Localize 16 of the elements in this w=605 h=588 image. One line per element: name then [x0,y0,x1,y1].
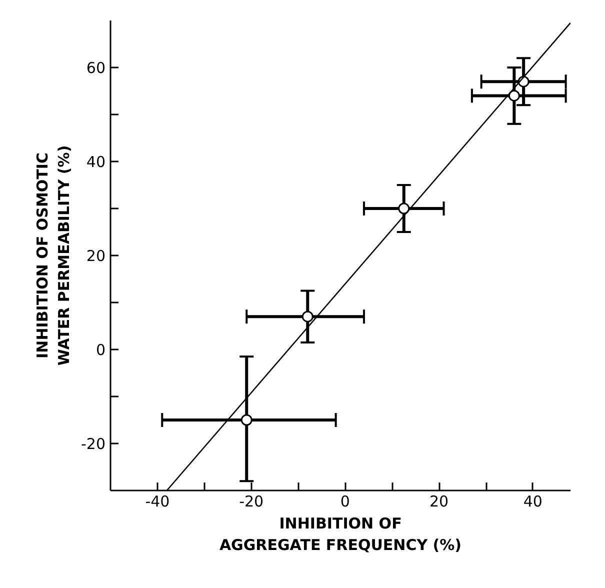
point [398,202,410,214]
y-tick-label: 0 [96,341,106,359]
y-tick-label: -20 [81,435,106,453]
y-tick-label: 60 [86,59,106,77]
x-axis-title: INHIBITION OF AGGREGATE FREQUENCY (%) [219,514,462,554]
point [508,90,520,102]
x-tick-label: 40 [523,492,542,510]
x-tick-label: -20 [239,492,264,510]
x-tick-label: 0 [340,492,350,510]
point [302,310,314,322]
y-tick-label: 20 [86,247,106,265]
x-tick-label: 20 [430,492,449,510]
y-axis-title: INHIBITION OF OSMOTIC WATER PERMEABILITY (%) [33,145,73,366]
y-tick-label: 40 [86,153,106,171]
x-tick-label: -40 [145,492,170,510]
point [240,414,252,426]
